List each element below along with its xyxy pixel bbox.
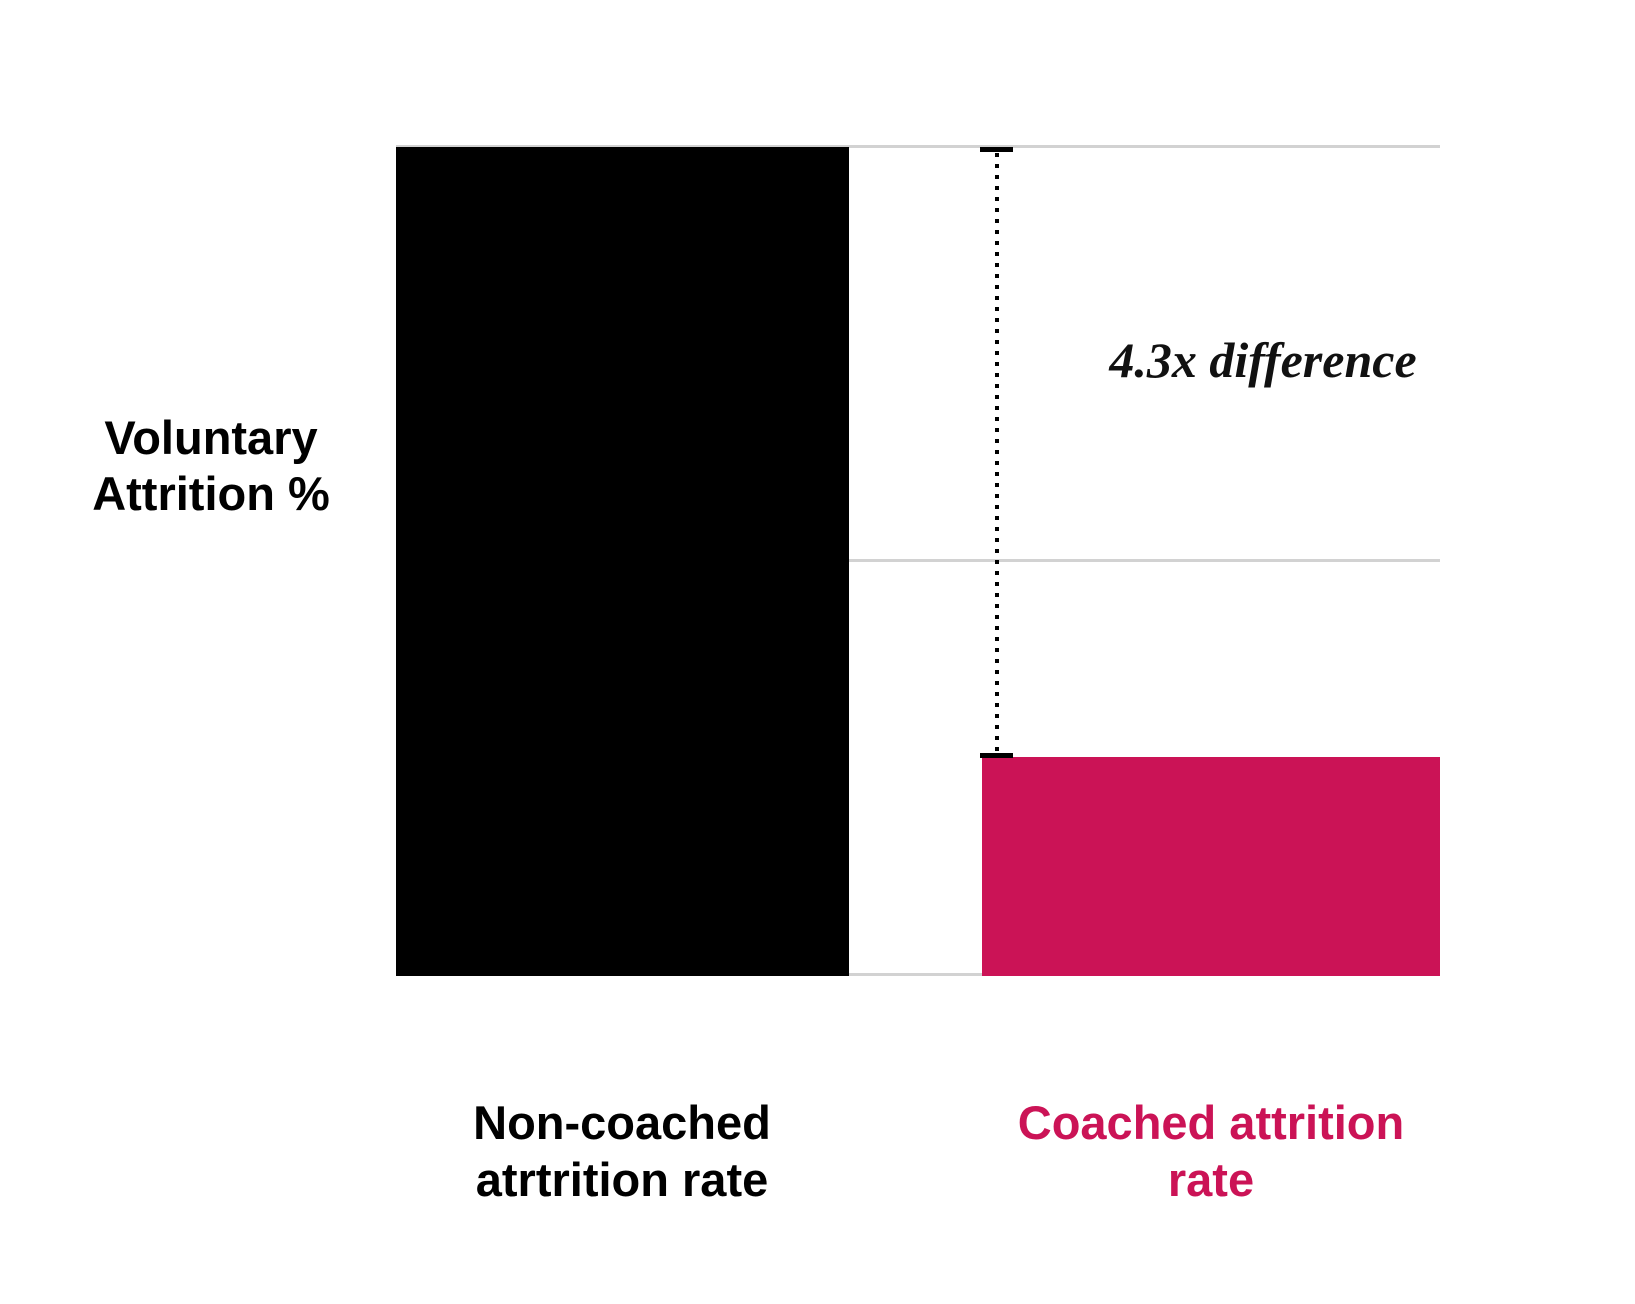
y-axis-label-line1: Voluntary — [104, 411, 318, 464]
difference-top-tick — [980, 147, 1013, 152]
bar-non-coached — [396, 146, 849, 976]
bar-coached — [982, 756, 1440, 976]
category-label-coached-line2: rate — [1167, 1153, 1255, 1206]
category-label-coached: Coached attrition rate — [911, 1094, 1511, 1208]
difference-annotation: 4.3x difference — [1109, 332, 1417, 388]
category-label-coached-line1: Coached attrition — [1017, 1096, 1405, 1149]
category-label-non-coached-line2: atrtrition rate — [475, 1153, 769, 1206]
y-axis-label: Voluntary Attrition % — [21, 410, 401, 522]
difference-bottom-tick — [980, 753, 1013, 758]
gridline-middle — [396, 558, 1440, 562]
gridline-baseline — [396, 973, 1440, 976]
difference-dotted-line — [995, 153, 999, 754]
y-axis-label-line2: Attrition % — [92, 467, 330, 520]
category-label-non-coached: Non-coached atrtrition rate — [322, 1094, 922, 1208]
gridline-top — [396, 145, 1440, 148]
category-label-non-coached-line1: Non-coached — [473, 1096, 771, 1149]
plot-area: 4.3x difference — [396, 145, 1440, 976]
